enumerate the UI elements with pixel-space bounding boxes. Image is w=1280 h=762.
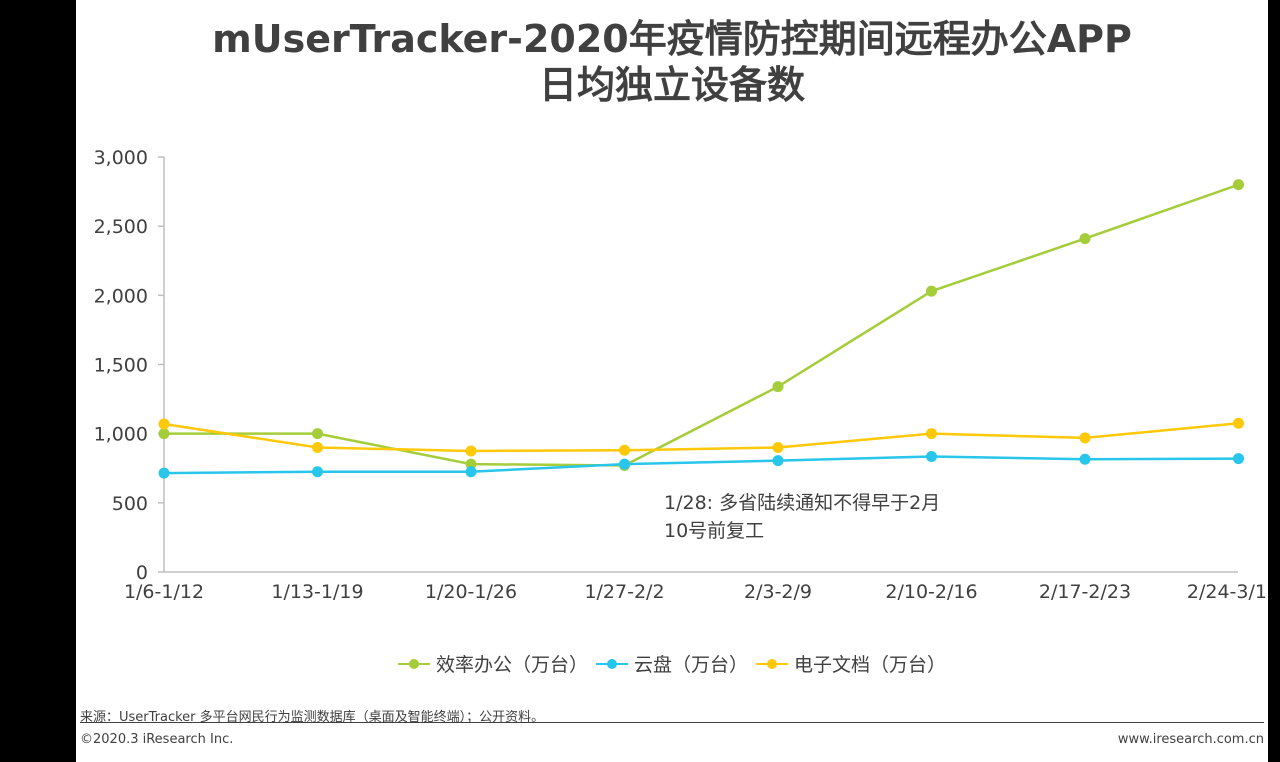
legend-marker-efficiency-office xyxy=(397,654,430,674)
series-2-point xyxy=(1079,432,1091,444)
series-2-point xyxy=(1233,417,1244,429)
y-tick-label: 1,500 xyxy=(94,355,148,377)
line-chart: 0 500 1,000 1,500 2,000 2,500 3,000 1/6-1/12 1/1… xyxy=(94,147,1267,603)
series-line-1 xyxy=(163,455,1239,475)
x-tick-label: 2/3-2/9 xyxy=(744,581,812,603)
series-2-point xyxy=(158,418,170,430)
x-tick-label: 1/20-1/26 xyxy=(425,581,517,603)
series-1-point xyxy=(772,455,784,467)
chart-title: mUserTracker-2020年疫情防控期间远程办公APP 日均独立设备数 xyxy=(76,16,1268,108)
series-0-point xyxy=(312,428,323,440)
legend-marker-cloud-drive xyxy=(595,654,628,674)
x-tick-label: 2/10-2/16 xyxy=(885,581,977,603)
x-tick-label: 2/24-3/1 xyxy=(1187,581,1267,603)
y-tick-label: 2,000 xyxy=(94,285,148,307)
annotation-line1: 1/28: 多省陆续通知不得早于2月 xyxy=(664,492,940,514)
x-tick-label: 1/27-2/2 xyxy=(584,581,664,603)
copyright: ©2020.3 iResearch Inc. xyxy=(80,732,234,747)
y-tick-label: 3,000 xyxy=(94,147,148,169)
y-tick-label: 2,500 xyxy=(94,216,148,238)
slide: mUserTracker-2020年疫情防控期间远程办公APP 日均独立设备数 … xyxy=(76,0,1268,762)
series-2-point xyxy=(312,442,323,453)
series-1-point xyxy=(926,450,937,462)
series-2-point xyxy=(926,428,937,440)
chart-title-line2: 日均独立设备数 xyxy=(538,63,805,107)
series-2-point xyxy=(619,444,630,456)
legend-label-cloud-drive: 云盘（万台） xyxy=(633,654,748,676)
series-line-2 xyxy=(163,422,1239,453)
series-1-point xyxy=(1079,453,1091,465)
series-0-point xyxy=(465,458,477,470)
series-2-point xyxy=(772,442,784,453)
series-1-point xyxy=(158,467,170,479)
series-0-point xyxy=(926,285,937,297)
x-tick-label: 1/13-1/19 xyxy=(271,581,363,603)
website-link[interactable]: www.iresearch.com.cn xyxy=(1117,732,1264,747)
series-0-point xyxy=(158,428,170,440)
legend-item-efficiency-office: 效率办公（万台） xyxy=(397,650,588,677)
series-0-point xyxy=(772,381,784,393)
series-line-0 xyxy=(164,183,1239,467)
series-2-point xyxy=(465,445,477,457)
legend-label-e-document: 电子文档（万台） xyxy=(794,654,947,676)
y-tick-label: 1,000 xyxy=(94,424,148,446)
y-tick-label: 0 xyxy=(136,562,148,584)
source-note: 来源：UserTracker 多平台网民行为监测数据库（桌面及智能终端）；公开资… xyxy=(80,710,545,725)
series-1-point xyxy=(465,466,477,478)
series-1-point xyxy=(619,458,630,470)
legend-label-efficiency-office: 效率办公（万台） xyxy=(435,654,588,676)
chart-title-line1: mUserTracker-2020年疫情防控期间远程办公APP xyxy=(212,17,1132,61)
legend-item-e-document: 电子文档（万台） xyxy=(756,650,946,677)
legend-marker-e-document xyxy=(756,654,788,674)
footer-divider xyxy=(80,722,1264,723)
legend-item-cloud-drive: 云盘（万台） xyxy=(595,650,748,677)
x-tick-label: 2/17-2/23 xyxy=(1039,581,1131,603)
series-1-point xyxy=(312,466,323,478)
series-1-point xyxy=(1233,453,1244,465)
series-0-point xyxy=(1079,233,1091,245)
annotation-line2: 10号前复工 xyxy=(664,520,764,542)
x-tick-label: 1/6-1/12 xyxy=(124,581,204,603)
legend: 效率办公（万台） 云盘（万台） 电子文档（万台） xyxy=(76,650,1268,677)
series-0-point xyxy=(1233,179,1244,191)
y-tick-label: 500 xyxy=(112,493,148,515)
